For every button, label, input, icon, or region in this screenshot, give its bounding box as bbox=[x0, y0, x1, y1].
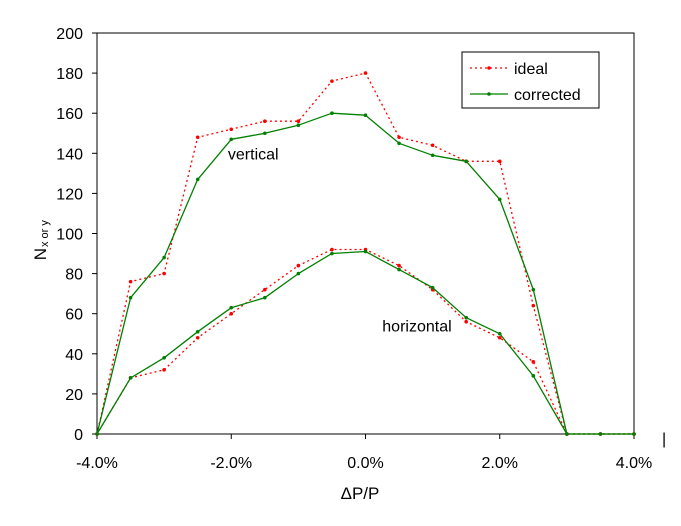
y-tick-label: 180 bbox=[56, 66, 83, 83]
data-point-horizontal-corrected bbox=[195, 329, 200, 334]
data-point-horizontal-corrected bbox=[565, 432, 569, 436]
legend: ideal corrected bbox=[461, 51, 600, 109]
data-point-horizontal-corrected bbox=[95, 432, 99, 436]
legend-marker-ideal bbox=[487, 66, 491, 70]
data-point-vertical-corrected bbox=[397, 141, 401, 146]
legend-label-ideal: ideal bbox=[514, 61, 548, 78]
y-tick-label: 20 bbox=[65, 387, 83, 404]
series-horizontal-corrected bbox=[95, 249, 636, 436]
data-point-horizontal-corrected bbox=[598, 432, 603, 436]
data-point-horizontal-corrected bbox=[632, 432, 636, 436]
y-tick-label: 120 bbox=[56, 186, 83, 203]
series-line-horizontal-ideal bbox=[96, 248, 634, 435]
data-point-vertical-corrected bbox=[363, 113, 368, 118]
series-group bbox=[95, 71, 636, 436]
data-point-vertical-ideal bbox=[128, 279, 133, 284]
data-point-horizontal-corrected bbox=[229, 305, 234, 310]
x-tick-label: -2.0% bbox=[210, 455, 252, 472]
annotations: vertical horizontal bbox=[228, 146, 452, 335]
axes: 0 20 40 60 80 100 120 140 160 180 200 -4.0% -2.0% 0.0… bbox=[31, 26, 666, 503]
series-horizontal-ideal bbox=[95, 247, 636, 436]
x-tick-label: -4.0% bbox=[76, 455, 118, 472]
legend-box bbox=[461, 51, 600, 109]
data-point-horizontal-ideal bbox=[397, 263, 401, 268]
data-point-vertical-corrected bbox=[229, 137, 234, 142]
data-point-vertical-corrected bbox=[263, 131, 267, 136]
y-tick-label: 0 bbox=[74, 427, 83, 444]
data-point-horizontal-ideal bbox=[162, 368, 166, 372]
data-point-horizontal-ideal bbox=[229, 311, 234, 316]
data-point-vertical-ideal bbox=[363, 71, 368, 75]
data-point-vertical-ideal bbox=[263, 119, 267, 124]
data-point-horizontal-ideal bbox=[330, 247, 334, 252]
data-point-vertical-corrected bbox=[430, 153, 435, 158]
series-line-vertical-ideal bbox=[96, 72, 634, 435]
data-point-horizontal-ideal bbox=[195, 335, 200, 340]
data-point-vertical-corrected bbox=[531, 287, 536, 292]
data-point-vertical-ideal bbox=[195, 135, 200, 140]
y-tick-label: 140 bbox=[56, 146, 83, 163]
data-point-vertical-corrected bbox=[497, 197, 502, 202]
data-point-horizontal-corrected bbox=[464, 315, 468, 320]
data-point-vertical-ideal bbox=[296, 119, 301, 124]
data-point-vertical-ideal bbox=[430, 143, 435, 148]
data-point-horizontal-corrected bbox=[263, 295, 267, 300]
data-point-vertical-corrected bbox=[128, 295, 133, 300]
data-point-vertical-ideal bbox=[330, 79, 334, 83]
y-tick-label: 160 bbox=[56, 106, 83, 123]
data-point-vertical-ideal bbox=[497, 159, 502, 164]
annotation-vertical: vertical bbox=[228, 146, 279, 163]
data-point-horizontal-ideal bbox=[497, 335, 502, 340]
data-point-horizontal-ideal bbox=[464, 319, 468, 324]
y-tick-label: 80 bbox=[65, 267, 83, 284]
y-tick-label: 60 bbox=[65, 307, 83, 324]
data-point-horizontal-corrected bbox=[397, 267, 401, 272]
data-point-vertical-corrected bbox=[296, 123, 301, 128]
data-point-horizontal-ideal bbox=[531, 360, 536, 364]
data-point-horizontal-corrected bbox=[430, 285, 435, 290]
x-tick-label: 2.0% bbox=[482, 455, 518, 472]
data-point-horizontal-corrected bbox=[330, 251, 334, 256]
y-axis-title: Nx or y bbox=[31, 220, 51, 261]
annotation-horizontal: horizontal bbox=[382, 319, 451, 336]
data-point-horizontal-corrected bbox=[363, 249, 368, 254]
series-line-horizontal-corrected bbox=[96, 250, 634, 435]
data-point-vertical-corrected bbox=[195, 177, 200, 182]
y-tick-label: 100 bbox=[56, 227, 83, 244]
x-tick-label: 0.0% bbox=[347, 455, 383, 472]
data-point-horizontal-ideal bbox=[263, 287, 267, 292]
data-point-vertical-ideal bbox=[531, 303, 536, 308]
y-tick-label: 200 bbox=[56, 26, 83, 43]
data-point-horizontal-corrected bbox=[531, 374, 536, 378]
data-point-vertical-corrected bbox=[162, 255, 166, 260]
legend-label-corrected: corrected bbox=[514, 87, 581, 104]
data-point-horizontal-corrected bbox=[128, 376, 133, 380]
stray-mark: | bbox=[662, 431, 666, 448]
data-point-horizontal-ideal bbox=[296, 263, 301, 268]
data-point-vertical-corrected bbox=[330, 111, 334, 115]
series-line-vertical-corrected bbox=[96, 112, 634, 435]
data-point-vertical-corrected bbox=[464, 159, 468, 164]
x-tick-label: 4.0% bbox=[616, 455, 652, 472]
y-axis-title-subscript: x or y bbox=[39, 220, 51, 247]
data-point-vertical-ideal bbox=[162, 271, 166, 276]
data-point-horizontal-corrected bbox=[162, 356, 166, 360]
y-axis-title-main: N bbox=[31, 248, 50, 260]
data-point-vertical-ideal bbox=[229, 127, 234, 132]
legend-marker-corrected bbox=[487, 92, 491, 96]
y-tick-label: 40 bbox=[65, 347, 83, 364]
data-point-vertical-ideal bbox=[397, 135, 401, 140]
data-point-horizontal-corrected bbox=[497, 331, 502, 336]
data-point-horizontal-corrected bbox=[296, 271, 301, 276]
x-axis-title: ΔP/P bbox=[341, 484, 380, 503]
